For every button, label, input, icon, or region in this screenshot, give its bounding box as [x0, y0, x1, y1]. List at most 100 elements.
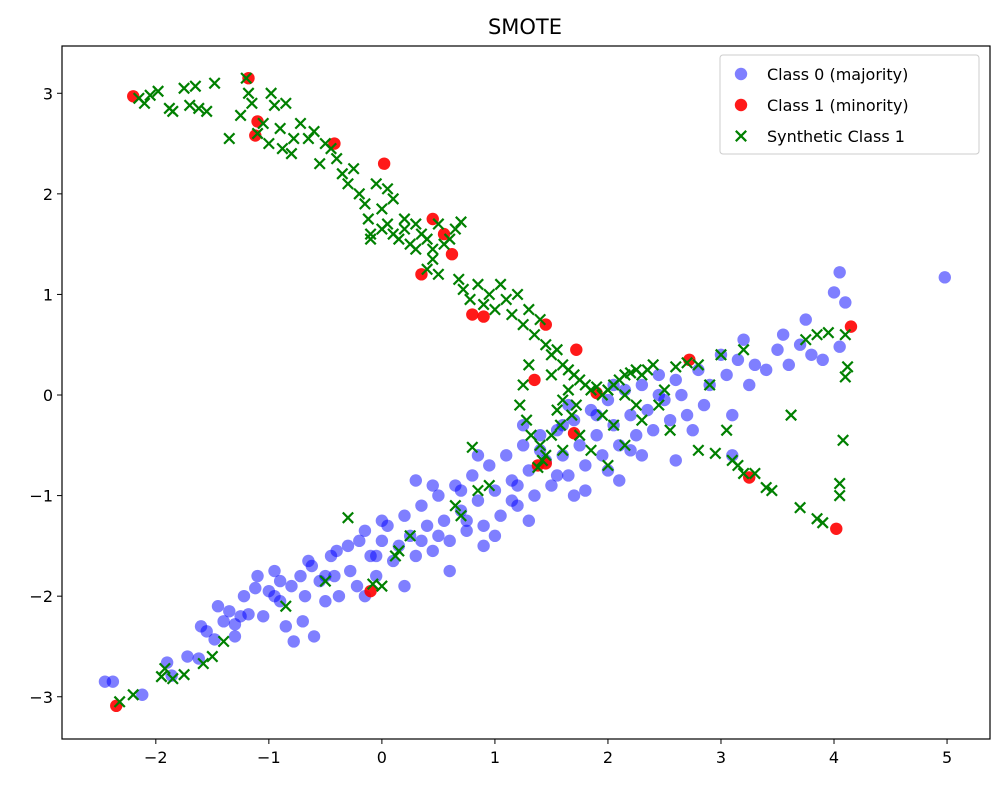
synthetic-point	[601, 459, 614, 472]
synthetic-point	[531, 461, 544, 474]
synthetic-point	[681, 356, 694, 369]
synthetic-point	[471, 278, 484, 291]
data-point	[460, 524, 473, 537]
legend-box	[719, 54, 980, 155]
synthetic-point	[811, 512, 824, 525]
data-point	[567, 489, 581, 502]
data-point	[426, 479, 439, 492]
synthetic-point	[822, 326, 835, 339]
data-point	[776, 328, 790, 341]
synthetic-point	[353, 187, 366, 200]
synthetic-point	[570, 399, 583, 412]
data-point	[839, 296, 852, 309]
data-point	[782, 358, 796, 372]
synthetic-point	[635, 414, 648, 427]
data-point	[827, 286, 841, 299]
synthetic-point	[464, 293, 477, 306]
synthetic-point	[268, 99, 281, 112]
data-point	[720, 368, 733, 382]
data-point	[242, 71, 255, 85]
legend-marker	[734, 98, 748, 112]
data-point	[445, 248, 459, 261]
synthetic-point	[178, 82, 191, 95]
synthetic-point	[138, 97, 151, 110]
synthetic-point	[330, 152, 343, 165]
data-point	[307, 630, 321, 643]
data-point	[483, 459, 496, 472]
data-point	[579, 484, 592, 497]
data-point	[228, 630, 242, 643]
data-point	[420, 519, 434, 532]
data-point	[370, 549, 383, 563]
synthetic-point	[799, 333, 812, 346]
data-point	[477, 519, 490, 532]
data-point	[528, 489, 541, 502]
synthetic-point	[664, 424, 677, 437]
data-point	[726, 408, 739, 422]
data-point	[590, 429, 603, 442]
synthetic-point	[375, 202, 388, 215]
data-point	[319, 595, 332, 608]
data-point	[211, 600, 225, 613]
data-point	[844, 320, 858, 333]
data-point	[466, 469, 479, 482]
synthetic-point	[189, 80, 202, 93]
data-point	[279, 620, 293, 633]
data-point	[160, 656, 174, 669]
data-point	[268, 564, 281, 578]
synthetic-point	[341, 177, 354, 190]
synthetic-point	[837, 434, 850, 447]
synthetic-point	[294, 117, 307, 130]
synthetic-point	[731, 459, 744, 472]
data-point	[816, 353, 829, 367]
data-point	[409, 474, 422, 487]
synthetic-point	[398, 213, 411, 225]
data-point	[106, 675, 120, 688]
synthetic-point	[178, 668, 191, 681]
data-point	[686, 424, 699, 437]
synthetic-point	[517, 378, 530, 391]
data-point	[635, 449, 649, 462]
synthetic-point	[217, 635, 230, 648]
synthetic-point	[794, 501, 807, 514]
synthetic-point	[839, 328, 852, 341]
synthetic-point	[457, 283, 470, 296]
synthetic-point	[387, 192, 400, 205]
data-point	[833, 340, 846, 353]
synthetic-point	[279, 600, 292, 613]
data-point	[613, 474, 626, 487]
synthetic-point	[505, 308, 518, 321]
data-point	[217, 615, 230, 628]
synthetic-point	[192, 102, 205, 115]
synthetic-point	[556, 394, 569, 407]
data-point	[251, 569, 264, 583]
synthetic-point	[358, 197, 371, 210]
data-point	[296, 615, 309, 628]
legend-marker	[734, 67, 748, 81]
y-axis: −3 −2 −1 0 1 2 3	[29, 84, 62, 707]
synthetic-point	[551, 404, 564, 417]
data-point	[522, 464, 536, 477]
synthetic-point	[811, 328, 824, 341]
synthetic-point	[737, 343, 750, 356]
data-point	[799, 313, 812, 326]
series-1	[110, 71, 858, 713]
data-point	[669, 373, 682, 387]
data-point	[353, 534, 366, 548]
synthetic-point	[336, 167, 349, 180]
legend-label: Class 1 (minority)	[767, 96, 909, 115]
synthetic-point	[262, 137, 275, 150]
synthetic-point	[443, 233, 456, 246]
synthetic-point	[404, 529, 417, 542]
data-point	[505, 494, 519, 507]
synthetic-point	[455, 216, 467, 228]
data-point	[466, 308, 479, 321]
synthetic-point	[562, 384, 575, 396]
data-point	[273, 574, 287, 588]
synthetic-point	[426, 243, 439, 256]
synthetic-point	[341, 511, 354, 524]
y-tick-label: −3	[29, 688, 53, 707]
synthetic-point	[381, 182, 394, 195]
y-tick-label: 1	[43, 285, 53, 304]
